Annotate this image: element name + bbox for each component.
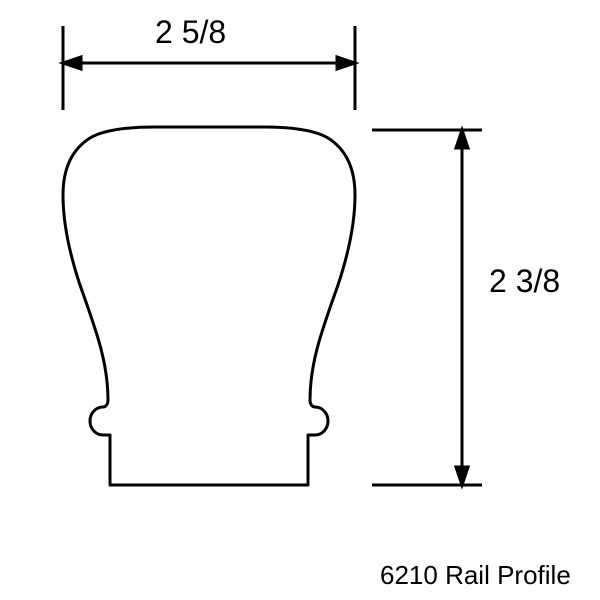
rail-profile-shape (63, 127, 355, 485)
arrow-bottom (456, 467, 468, 485)
arrow-left (63, 57, 81, 69)
technical-drawing (0, 0, 600, 600)
height-dimension (372, 130, 482, 485)
height-dimension-label: 2 3/8 (489, 263, 560, 300)
width-dimension-label: 2 5/8 (155, 14, 226, 51)
profile-outline (63, 127, 355, 485)
drawing-title: 6210 Rail Profile (380, 560, 571, 591)
arrow-right (337, 57, 355, 69)
arrow-top (456, 130, 468, 148)
